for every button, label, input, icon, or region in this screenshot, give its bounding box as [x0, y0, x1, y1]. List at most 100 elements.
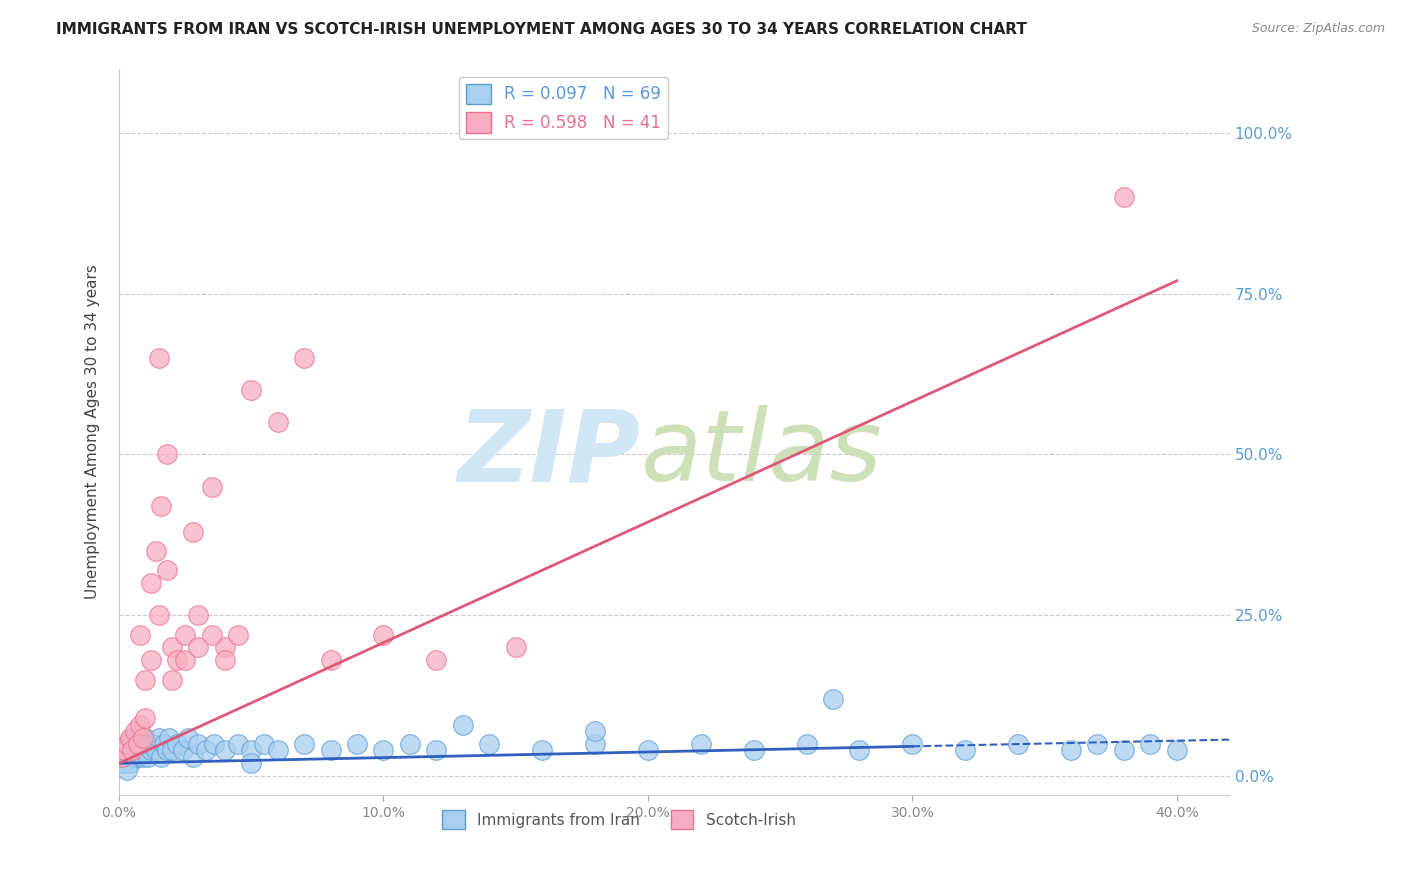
Point: [531, 743, 554, 757]
Point: [139, 743, 162, 757]
Point: [148, 608, 170, 623]
Point: [319, 653, 342, 667]
Point: [1112, 743, 1135, 757]
Point: [689, 737, 711, 751]
Point: [226, 627, 249, 641]
Text: Source: ZipAtlas.com: Source: ZipAtlas.com: [1251, 22, 1385, 36]
Point: [451, 717, 474, 731]
Point: [240, 383, 263, 397]
Point: [129, 743, 152, 757]
Point: [201, 627, 224, 641]
Point: [187, 608, 209, 623]
Point: [240, 756, 263, 771]
Point: [134, 743, 156, 757]
Point: [848, 743, 870, 757]
Point: [115, 743, 138, 757]
Point: [478, 737, 501, 751]
Point: [240, 743, 263, 757]
Point: [136, 749, 159, 764]
Point: [156, 563, 179, 577]
Point: [157, 731, 180, 745]
Point: [505, 640, 527, 655]
Point: [112, 756, 135, 771]
Point: [132, 749, 155, 764]
Point: [214, 653, 236, 667]
Point: [1166, 743, 1188, 757]
Point: [1007, 737, 1029, 751]
Point: [955, 743, 977, 757]
Point: [150, 499, 173, 513]
Point: [187, 640, 209, 655]
Point: [583, 724, 606, 739]
Point: [425, 653, 447, 667]
Point: [267, 743, 290, 757]
Point: [134, 673, 156, 687]
Point: [172, 743, 194, 757]
Point: [129, 717, 152, 731]
Point: [1060, 743, 1083, 757]
Point: [145, 743, 167, 757]
Point: [425, 743, 447, 757]
Point: [121, 731, 143, 745]
Point: [111, 756, 134, 771]
Point: [118, 756, 141, 771]
Point: [214, 743, 236, 757]
Point: [142, 737, 165, 751]
Point: [118, 737, 141, 751]
Point: [121, 743, 143, 757]
Point: [1087, 737, 1109, 751]
Point: [153, 737, 176, 751]
Legend: Immigrants from Iran, Scotch-Irish: Immigrants from Iran, Scotch-Irish: [436, 805, 801, 835]
Text: atlas: atlas: [641, 405, 883, 502]
Point: [583, 737, 606, 751]
Point: [742, 743, 765, 757]
Point: [821, 692, 844, 706]
Point: [292, 351, 315, 365]
Point: [145, 544, 167, 558]
Point: [201, 480, 224, 494]
Point: [174, 627, 197, 641]
Point: [148, 731, 170, 745]
Point: [637, 743, 659, 757]
Point: [115, 749, 138, 764]
Point: [129, 627, 152, 641]
Point: [319, 743, 342, 757]
Point: [177, 731, 200, 745]
Point: [139, 653, 162, 667]
Point: [1112, 190, 1135, 204]
Point: [134, 731, 156, 745]
Point: [136, 737, 159, 751]
Point: [148, 351, 170, 365]
Point: [181, 749, 204, 764]
Point: [112, 743, 135, 757]
Point: [139, 576, 162, 591]
Point: [181, 524, 204, 539]
Point: [226, 737, 249, 751]
Point: [901, 737, 924, 751]
Point: [346, 737, 368, 751]
Point: [373, 743, 395, 757]
Point: [156, 447, 179, 461]
Point: [127, 737, 149, 751]
Point: [134, 711, 156, 725]
Point: [129, 731, 152, 745]
Point: [214, 640, 236, 655]
Point: [127, 749, 149, 764]
Point: [124, 749, 146, 764]
Point: [399, 737, 422, 751]
Point: [150, 749, 173, 764]
Point: [132, 737, 155, 751]
Point: [160, 743, 183, 757]
Point: [160, 673, 183, 687]
Point: [115, 737, 138, 751]
Point: [373, 627, 395, 641]
Point: [292, 737, 315, 751]
Point: [124, 737, 146, 751]
Point: [253, 737, 276, 751]
Point: [1139, 737, 1161, 751]
Point: [174, 653, 197, 667]
Point: [796, 737, 818, 751]
Point: [111, 749, 134, 764]
Point: [121, 743, 143, 757]
Point: [156, 743, 179, 757]
